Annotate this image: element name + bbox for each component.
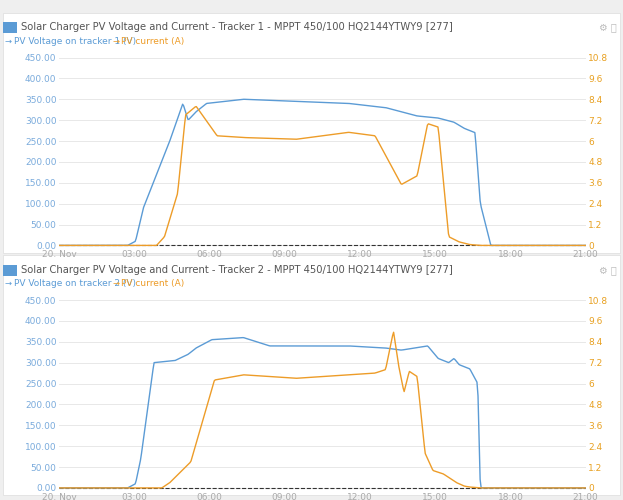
Text: PV Voltage on tracker 2 (V): PV Voltage on tracker 2 (V) bbox=[14, 279, 136, 288]
Text: →: → bbox=[5, 279, 12, 288]
Text: Solar Charger PV Voltage and Current - Tracker 2 - MPPT 450/100 HQ2144YTWY9 [277: Solar Charger PV Voltage and Current - T… bbox=[21, 265, 452, 275]
Text: →: → bbox=[5, 36, 12, 46]
Text: PV Voltage on tracker 1 (V): PV Voltage on tracker 1 (V) bbox=[14, 36, 136, 46]
Text: PV current (A): PV current (A) bbox=[121, 36, 185, 46]
Text: →: → bbox=[112, 279, 119, 288]
Text: ⚙ ⛶: ⚙ ⛶ bbox=[599, 22, 617, 32]
Text: →: → bbox=[112, 36, 119, 46]
Text: ⚙ ⛶: ⚙ ⛶ bbox=[599, 265, 617, 275]
Text: Solar Charger PV Voltage and Current - Tracker 1 - MPPT 450/100 HQ2144YTWY9 [277: Solar Charger PV Voltage and Current - T… bbox=[21, 22, 452, 32]
Text: PV current (A): PV current (A) bbox=[121, 279, 185, 288]
